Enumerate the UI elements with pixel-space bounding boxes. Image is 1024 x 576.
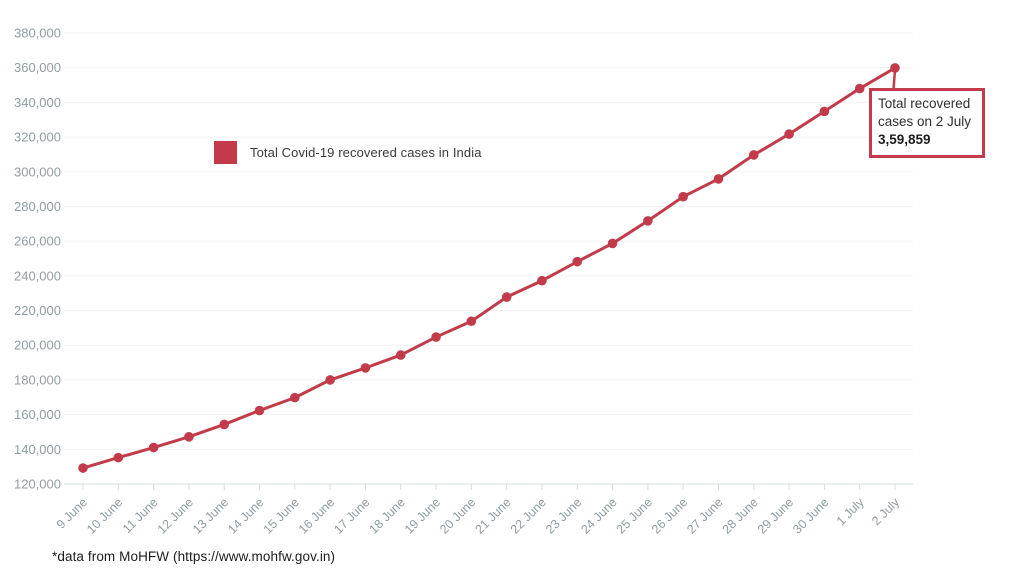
data-point (360, 363, 371, 373)
data-point (537, 275, 547, 286)
x-axis-tick-label: 26 June (649, 495, 690, 536)
y-axis-tick-label: 160,000 (14, 407, 61, 422)
data-point (290, 392, 300, 403)
data-point (431, 332, 441, 342)
data-point (784, 129, 794, 139)
x-axis-tick-label: 20 June (437, 495, 478, 536)
data-point (854, 83, 865, 94)
x-axis-tick-label: 14 June (225, 495, 266, 536)
legend-label: Total Covid-19 recovered cases in India (250, 145, 482, 160)
x-axis-tick-label: 28 June (720, 495, 761, 536)
y-axis-tick-label: 340,000 (14, 95, 61, 110)
x-axis-tick-label: 24 June (578, 495, 619, 536)
data-point (148, 442, 159, 453)
y-axis-tick-label: 200,000 (14, 338, 61, 353)
annotation-line1: Total recovered (878, 96, 971, 111)
y-axis-tick-label: 280,000 (14, 199, 61, 214)
data-point (325, 375, 335, 385)
data-point (713, 174, 724, 184)
data-point (254, 405, 265, 416)
x-axis-tick-label: 11 June (120, 495, 161, 536)
x-axis-tick-label: 1 July (834, 495, 868, 529)
annotation-line2: cases on 2 July (878, 114, 972, 130)
x-axis-tick-label: 23 June (543, 495, 584, 536)
data-point (78, 463, 88, 473)
x-axis-tick-label: 19 June (402, 495, 443, 536)
data-point (219, 419, 230, 430)
x-axis-tick-label: 12 June (155, 495, 196, 536)
series-line (81, 66, 897, 470)
x-axis-tick-label: 17 June (331, 495, 372, 536)
data-point (572, 256, 583, 267)
data-point (501, 292, 512, 302)
legend: Total Covid-19 recovered cases in India (214, 141, 482, 164)
data-point (643, 216, 653, 226)
data-point (678, 191, 688, 202)
data-point (748, 150, 759, 160)
x-axis-tick-label: 27 June (684, 495, 725, 536)
y-axis-tick-label: 300,000 (14, 164, 61, 179)
source-note: *data from MoHFW (https://www.mohfw.gov.… (52, 549, 336, 564)
y-axis-tick-label: 320,000 (14, 130, 61, 145)
y-axis-tick-label: 220,000 (14, 303, 61, 318)
data-point (466, 316, 477, 327)
data-point (395, 350, 406, 360)
data-point (890, 63, 900, 73)
legend-swatch (214, 141, 237, 164)
x-axis-tick-label: 30 June (790, 495, 831, 536)
annotation-value: 3,59,859 (878, 132, 931, 148)
y-axis-tick-label: 240,000 (14, 268, 61, 283)
x-axis-tick-label: 16 June (296, 495, 337, 536)
x-axis-tick-label: 13 June (190, 495, 231, 536)
x-axis-tick-label: 29 June (755, 495, 796, 536)
y-axis-tick-label: 180,000 (14, 372, 61, 387)
data-point (819, 106, 830, 117)
x-axis-tick-label: 10 June (84, 495, 125, 536)
y-axis-tick-label: 120,000 (14, 477, 61, 492)
annotation-box: Total recovered cases on 2 July 3,59,859 (869, 88, 985, 158)
data-point (113, 452, 124, 463)
y-axis-tick-label: 260,000 (14, 234, 61, 249)
x-axis-tick-label: 2 July (869, 495, 903, 529)
data-point (184, 432, 194, 442)
annotation-connector (892, 69, 897, 90)
x-axis-tick-label: 15 June (261, 495, 302, 536)
y-axis-tick-label: 360,000 (14, 60, 61, 75)
x-axis-tick-label: 18 June (367, 495, 408, 536)
x-axis-tick-label: 22 June (508, 495, 549, 536)
y-axis-tick-label: 380,000 (14, 26, 61, 41)
x-axis-tick-label: 21 June (472, 495, 513, 536)
y-axis-tick-label: 140,000 (14, 442, 61, 457)
data-point (607, 238, 618, 249)
x-axis-tick-label: 25 June (614, 495, 655, 536)
